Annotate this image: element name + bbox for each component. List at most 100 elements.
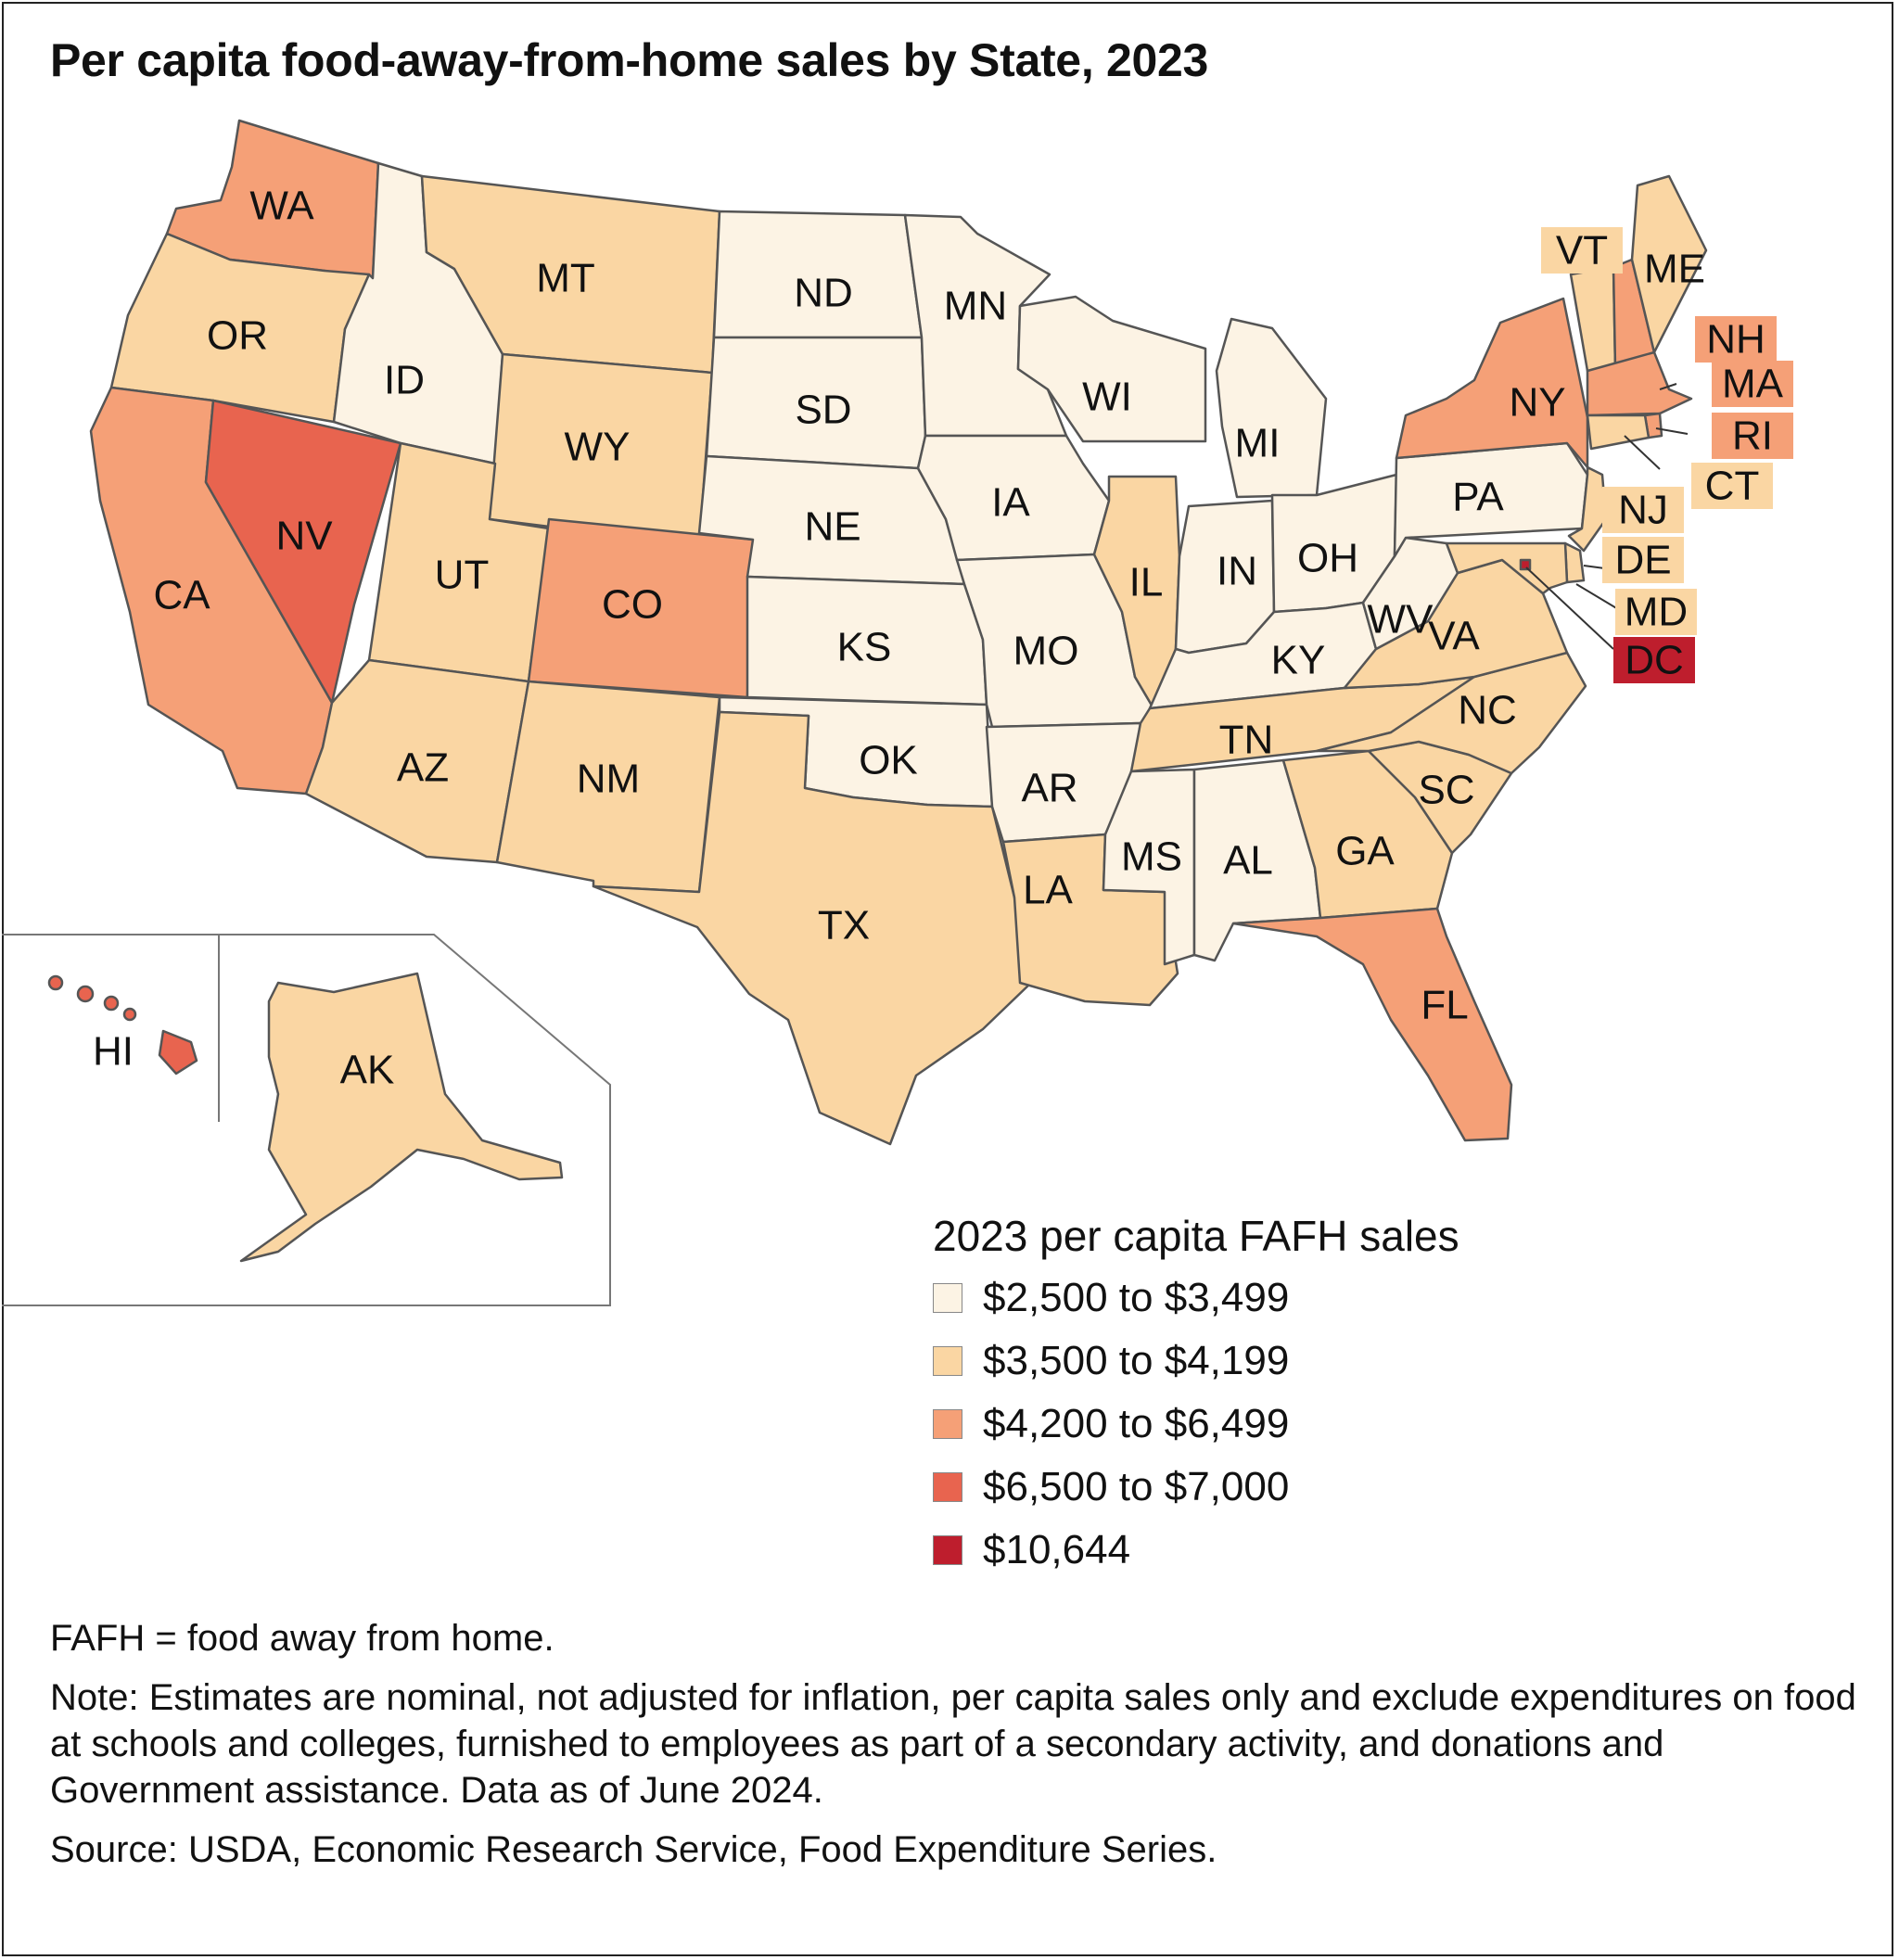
state-AK [239,972,564,1263]
state-label-MO: MO [1013,629,1079,674]
state-ME [1630,174,1708,354]
state-label-MS: MS [1121,834,1182,880]
legend-title: 2023 per capita FAFH sales [933,1212,1459,1260]
state-label-box-RI [1712,413,1793,459]
state-label-box-MD [1615,589,1697,635]
state-label-CO: CO [602,582,663,628]
state-label-box-DE [1602,537,1684,583]
state-label-IL: IL [1129,560,1164,605]
state-label-MD: MD [1625,590,1688,635]
legend-swatch [933,1346,962,1376]
legend-item: $10,644 [933,1519,1459,1582]
state-label-UT: UT [435,553,490,598]
state-label-DC: DC [1625,638,1684,683]
chart-title: Per capita food-away-from-home sales by … [50,34,1209,86]
legend-item: $2,500 to $3,499 [933,1266,1459,1330]
state-label-IA: IA [991,480,1030,526]
us-choropleth-map: WA OR CA ID NV MT WY UT CO AZ NM ND SD NE KS OK TX MN IA MO… [2,119,1793,1306]
state-label-box-VT [1541,227,1623,274]
legend-swatch [933,1409,962,1439]
state-MD [1445,541,1569,595]
state-label-IN: IN [1217,549,1257,594]
legend-label: $2,500 to $3,499 [983,1275,1290,1320]
legend-label: $3,500 to $4,199 [983,1338,1290,1383]
state-label-AK: AK [340,1048,395,1093]
legend-item: $3,500 to $4,199 [933,1330,1459,1393]
state-label-WA: WA [249,184,314,229]
legend-item: $4,200 to $6,499 [933,1393,1459,1456]
state-label-OK: OK [859,738,918,783]
state-label-RI: RI [1732,414,1773,459]
state-label-LA: LA [1023,868,1073,913]
state-label-WV: WV [1368,597,1434,643]
state-label-HI: HI [93,1029,134,1075]
state-IL [1092,475,1181,710]
state-label-NC: NC [1458,688,1517,733]
legend-label: $4,200 to $6,499 [983,1401,1290,1446]
state-WI [1016,295,1207,443]
state-label-MN: MN [944,284,1007,329]
state-label-KY: KY [1271,638,1326,683]
state-label-KS: KS [837,625,892,670]
state-NC [1315,651,1587,775]
state-label-TX: TX [818,903,870,948]
state-label-box-MA [1712,361,1793,407]
state-label-NH: NH [1706,317,1765,363]
state-DC [1519,558,1532,571]
source-note: Source: USDA, Economic Research Service,… [50,1829,1217,1870]
state-label-box-DC [1613,637,1695,683]
state-label-AL: AL [1223,838,1273,884]
state-label-AR: AR [1021,766,1077,811]
state-label-PA: PA [1452,475,1504,520]
state-label-WI: WI [1082,375,1132,420]
state-CT [1586,414,1650,451]
methodology-note: Note: Estimates are nominal, not adjuste… [50,1677,1856,1811]
state-VT [1569,265,1617,373]
footnotes: FAFH = food away from home. Note: Estima… [50,1615,1858,1886]
state-label-MI: MI [1235,421,1281,466]
state-label-CA: CA [153,573,210,618]
state-label-NJ: NJ [1618,488,1668,533]
state-label-SC: SC [1418,768,1474,813]
state-label-OR: OR [207,313,268,359]
state-label-VT: VT [1556,228,1608,274]
state-TX [592,710,1033,1146]
state-label-SD: SD [795,388,851,433]
small-state-label-boxes [1541,227,1793,683]
state-label-NM: NM [577,757,640,802]
state-label-box-NH [1695,316,1777,363]
state-label-OH: OH [1297,536,1358,581]
state-MI [1215,317,1328,499]
legend-swatch [933,1535,962,1565]
state-label-ME: ME [1644,247,1705,292]
legend: 2023 per capita FAFH sales $2,500 to $3,… [933,1211,1459,1582]
legend-swatch [933,1472,962,1502]
abbreviation-note: FAFH = food away from home. [50,1618,554,1659]
state-NY [1395,297,1589,469]
legend-item: $6,500 to $7,000 [933,1456,1459,1519]
state-label-TN: TN [1219,718,1274,763]
state-NJ [1567,465,1608,553]
state-label-MA: MA [1722,362,1784,407]
state-labels: WA OR CA ID NV MT WY UT CO AZ NM ND SD NE KS OK TX MN IA MO… [93,184,1784,1093]
legend-label: $6,500 to $7,000 [983,1464,1290,1509]
state-label-FL: FL [1421,983,1468,1028]
state-label-CT: CT [1705,464,1760,509]
state-NV [204,399,402,705]
state-shapes [47,119,1708,1263]
state-label-NY: NY [1509,380,1565,426]
state-label-VA: VA [1428,614,1480,659]
state-label-ND: ND [794,271,853,316]
state-label-NV: NV [275,514,333,559]
state-label-box-CT [1691,463,1773,509]
state-label-box-NJ [1602,487,1684,533]
state-label-DE: DE [1614,538,1671,583]
state-FL [1231,907,1513,1142]
state-label-WY: WY [565,425,631,470]
state-label-MT: MT [536,256,595,301]
state-label-AZ: AZ [397,745,449,791]
state-HI [47,974,198,1075]
legend-swatch [933,1283,962,1313]
state-label-GA: GA [1335,829,1395,874]
